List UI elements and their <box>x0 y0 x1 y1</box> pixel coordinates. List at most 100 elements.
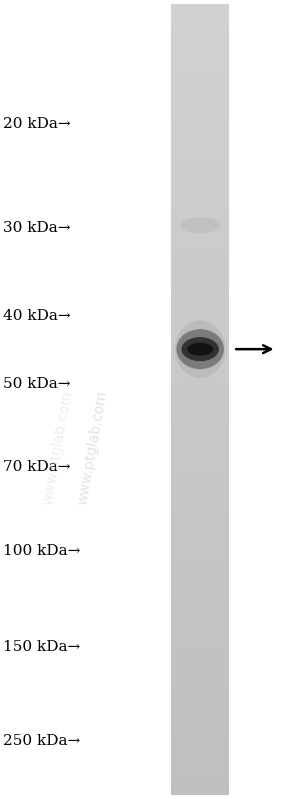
Bar <box>171 578 229 582</box>
Bar <box>171 87 229 91</box>
Bar <box>171 384 229 388</box>
Bar <box>171 431 229 435</box>
Bar <box>171 495 229 499</box>
Bar <box>171 273 229 277</box>
Bar <box>171 111 229 115</box>
Bar <box>171 507 229 511</box>
Bar <box>171 213 229 217</box>
Bar <box>171 676 229 680</box>
Bar <box>171 71 229 75</box>
Bar <box>171 598 229 601</box>
Bar <box>171 720 229 724</box>
Bar <box>171 368 229 372</box>
Bar <box>171 423 229 427</box>
Bar <box>171 146 229 150</box>
Bar <box>171 119 229 122</box>
Bar <box>171 75 229 79</box>
Bar <box>171 503 229 507</box>
Bar <box>171 407 229 411</box>
Bar <box>171 12 229 16</box>
Bar <box>171 388 229 392</box>
Ellipse shape <box>176 329 224 369</box>
Bar <box>171 237 229 241</box>
Bar <box>171 463 229 467</box>
Bar <box>171 225 229 229</box>
Bar <box>171 700 229 704</box>
Text: 50 kDa→: 50 kDa→ <box>3 376 70 391</box>
Bar <box>171 217 229 221</box>
Text: www.ptglab.com: www.ptglab.com <box>41 389 75 506</box>
Bar <box>171 348 229 352</box>
Bar <box>171 435 229 439</box>
Bar <box>171 320 229 324</box>
Ellipse shape <box>187 343 213 356</box>
Bar <box>171 526 229 530</box>
Bar <box>171 122 229 126</box>
Bar <box>171 209 229 213</box>
Bar <box>171 336 229 340</box>
Bar <box>171 59 229 63</box>
Bar <box>171 67 229 71</box>
Bar <box>171 538 229 542</box>
Bar <box>171 427 229 431</box>
Bar <box>171 451 229 455</box>
Bar <box>171 281 229 284</box>
Bar <box>171 645 229 649</box>
Bar <box>171 115 229 119</box>
Bar <box>171 546 229 550</box>
Bar <box>171 759 229 763</box>
Bar <box>171 356 229 360</box>
Bar <box>171 174 229 178</box>
Bar <box>171 649 229 653</box>
Bar <box>171 586 229 590</box>
Bar <box>171 162 229 166</box>
Bar <box>171 103 229 107</box>
Bar <box>171 688 229 692</box>
Bar <box>171 403 229 407</box>
Bar <box>171 415 229 419</box>
Text: www.ptglab.com: www.ptglab.com <box>75 389 109 506</box>
Bar <box>171 154 229 158</box>
Bar <box>171 487 229 491</box>
Bar <box>171 447 229 451</box>
Bar <box>171 79 229 83</box>
Bar <box>171 233 229 237</box>
Bar <box>171 134 229 138</box>
Bar <box>171 641 229 645</box>
Bar <box>171 36 229 40</box>
Bar <box>171 653 229 657</box>
Bar <box>171 190 229 194</box>
Bar <box>171 534 229 538</box>
Bar <box>171 261 229 265</box>
Bar <box>171 296 229 300</box>
Bar <box>171 439 229 443</box>
Bar <box>171 340 229 344</box>
Bar <box>171 328 229 332</box>
Bar <box>171 95 229 99</box>
Text: 70 kDa→: 70 kDa→ <box>3 460 70 475</box>
Bar <box>171 740 229 744</box>
Bar <box>171 756 229 759</box>
Bar <box>171 419 229 423</box>
Bar <box>171 566 229 570</box>
Bar <box>171 471 229 475</box>
Bar <box>171 316 229 320</box>
Bar <box>171 107 229 111</box>
Bar <box>171 364 229 368</box>
Bar <box>171 47 229 51</box>
Text: 20 kDa→: 20 kDa→ <box>3 117 71 131</box>
Bar <box>171 708 229 712</box>
Bar <box>171 277 229 281</box>
Bar <box>171 744 229 748</box>
Bar <box>171 605 229 609</box>
Bar <box>171 344 229 348</box>
Bar <box>171 601 229 605</box>
Bar <box>171 443 229 447</box>
Bar <box>171 265 229 269</box>
Bar <box>171 241 229 245</box>
Bar <box>171 16 229 20</box>
Bar <box>171 8 229 12</box>
Bar <box>171 459 229 463</box>
Bar <box>171 130 229 134</box>
Bar <box>171 518 229 522</box>
